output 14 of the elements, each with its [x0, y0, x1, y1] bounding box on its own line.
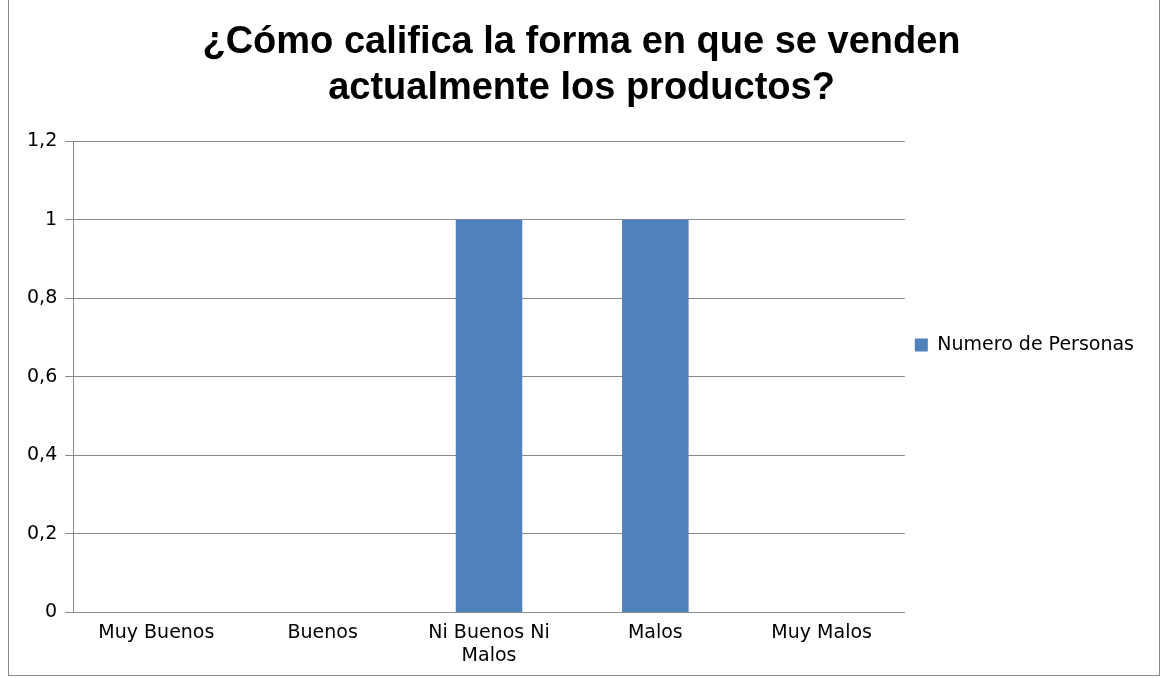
y-tick-label: 0,4	[27, 442, 58, 465]
x-tick-label: Buenos	[287, 619, 358, 642]
legend-label: Numero de Personas	[937, 331, 1135, 354]
y-tick-label: 0,8	[27, 285, 58, 308]
y-tick-label: 0,2	[27, 520, 58, 543]
x-tick-label: Malos	[627, 619, 683, 642]
x-tick-label: Muy Malos	[771, 619, 872, 642]
x-tick-label: Ni Buenos Ni Malos	[428, 619, 550, 665]
y-tick-label: 1	[45, 206, 58, 229]
y-tick-label: 1,2	[27, 128, 58, 151]
y-tick-label: 0,6	[27, 363, 58, 386]
chart-title: ¿Cómo califica la forma en que se venden actualmente los productos?	[202, 19, 961, 107]
x-tick-label: Muy Buenos	[98, 619, 215, 642]
y-tick-label: 0	[45, 599, 58, 622]
